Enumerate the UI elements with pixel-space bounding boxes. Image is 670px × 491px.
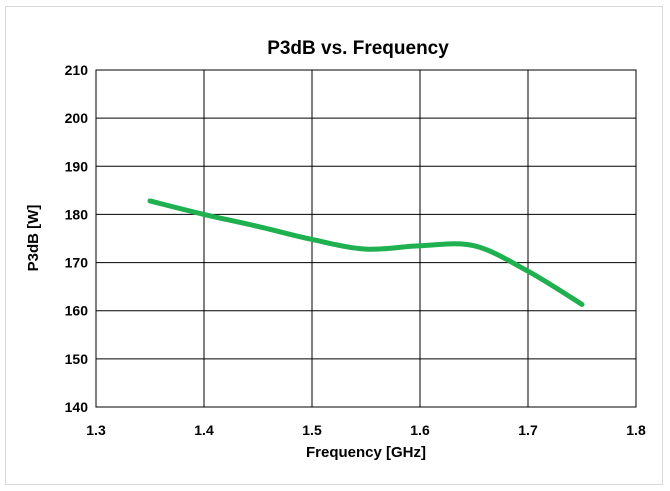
y-tick-label: 140 — [65, 399, 89, 415]
y-tick-label: 190 — [65, 158, 89, 174]
y-tick-label: 200 — [65, 110, 89, 126]
y-tick-labels: 140 150 160 170 180 190 200 210 — [65, 62, 89, 415]
x-tick-label: 1.7 — [518, 422, 538, 438]
x-axis-title: Frequency [GHz] — [306, 444, 426, 461]
series-layer — [147, 198, 585, 307]
x-tick-label: 1.4 — [194, 422, 214, 438]
plot-area-border — [95, 69, 637, 408]
y-axis-title: P3dB [W] — [25, 205, 42, 272]
x-tick-labels: 1.3 1.4 1.5 1.6 1.7 1.8 — [86, 422, 646, 438]
x-tick-label: 1.6 — [410, 422, 430, 438]
plot-area — [95, 69, 637, 408]
p3db-series-line — [147, 198, 585, 307]
chart-title: P3dB vs. Frequency — [267, 38, 449, 59]
gridlines — [95, 69, 637, 408]
x-tick-label: 1.3 — [86, 422, 106, 438]
y-tick-label: 180 — [65, 206, 89, 222]
y-tick-label: 160 — [65, 303, 89, 319]
y-tick-label: 150 — [65, 351, 89, 367]
y-tick-label: 210 — [65, 62, 89, 78]
x-tick-label: 1.5 — [302, 422, 322, 438]
y-tick-label: 170 — [65, 255, 89, 271]
x-tick-label: 1.8 — [626, 422, 646, 438]
